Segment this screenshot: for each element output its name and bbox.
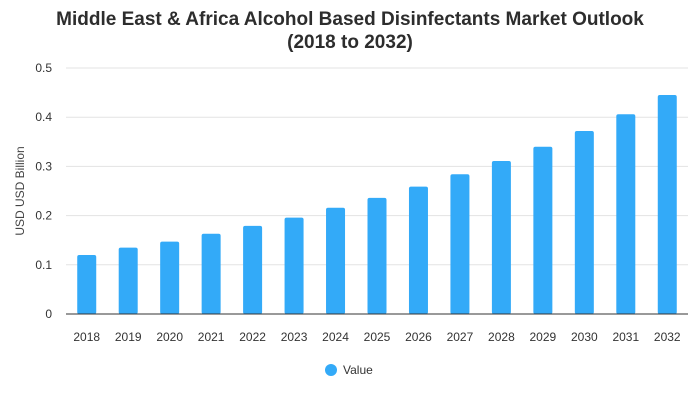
y-tick-label-1: 0.1 [35, 258, 52, 272]
x-tick-label-2032: 2032 [654, 330, 681, 344]
x-tick-label-2023: 2023 [281, 330, 308, 344]
bar-2027[interactable] [450, 174, 470, 314]
y-axis-label: USD USD Billion [13, 146, 27, 235]
x-tick-label-2024: 2024 [322, 330, 349, 344]
x-tick-label-2025: 2025 [364, 330, 391, 344]
y-tick-label-2: 0.2 [35, 209, 52, 223]
y-tick-label-0: 0 [45, 307, 52, 321]
y-axis-ticks: 0 0.1 0.2 0.3 0.4 0.5 [35, 61, 52, 321]
legend-label-value: Value [343, 363, 373, 377]
y-tick-label-5: 0.5 [35, 61, 52, 75]
x-tick-label-2029: 2029 [530, 330, 557, 344]
chart-title-line-2: (2018 to 2032) [287, 32, 413, 53]
bar-2018[interactable] [77, 254, 97, 314]
chart-title-line-1: Middle East & Africa Alcohol Based Disin… [56, 9, 644, 30]
x-tick-label-2022: 2022 [239, 330, 266, 344]
x-tick-label-2019: 2019 [115, 330, 142, 344]
legend[interactable]: Value [325, 363, 373, 377]
x-axis-ticks: 2018 2019 2020 2021 2022 2023 2024 2025 2026 2027… [73, 330, 681, 344]
bar-2026[interactable] [408, 186, 428, 314]
x-tick-label-2026: 2026 [405, 330, 432, 344]
x-tick-label-2021: 2021 [198, 330, 225, 344]
bars [77, 95, 677, 314]
bar-2020[interactable] [160, 241, 180, 314]
bar-2025[interactable] [367, 197, 387, 314]
y-tick-label-4: 0.4 [35, 110, 52, 124]
bar-2024[interactable] [326, 207, 346, 314]
bar-2022[interactable] [243, 225, 263, 314]
x-tick-label-2028: 2028 [488, 330, 515, 344]
x-tick-label-2020: 2020 [156, 330, 183, 344]
bar-2021[interactable] [201, 233, 221, 314]
bar-2031[interactable] [616, 114, 636, 314]
x-tick-label-2031: 2031 [612, 330, 639, 344]
bar-2019[interactable] [118, 247, 138, 314]
bar-2030[interactable] [574, 130, 594, 314]
bar-2028[interactable] [491, 160, 511, 314]
x-tick-label-2030: 2030 [571, 330, 598, 344]
y-tick-label-3: 0.3 [35, 159, 52, 173]
bar-2023[interactable] [284, 217, 304, 314]
x-tick-label-2018: 2018 [73, 330, 100, 344]
legend-marker-value [325, 364, 337, 376]
chart-title: Middle East & Africa Alcohol Based Disin… [0, 8, 700, 54]
bar-2029[interactable] [533, 146, 553, 314]
x-tick-label-2027: 2027 [447, 330, 474, 344]
bar-2032[interactable] [657, 95, 677, 314]
